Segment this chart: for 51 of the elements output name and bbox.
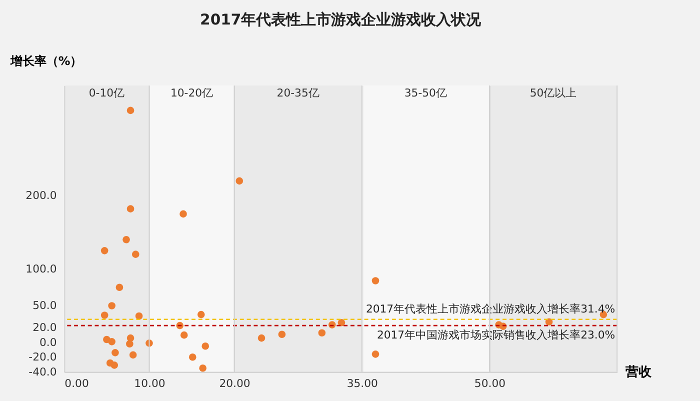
point [236, 177, 244, 185]
point [197, 310, 205, 318]
point [199, 364, 206, 372]
band-label: 10-20亿 [170, 86, 214, 100]
band-label: 20-35亿 [276, 86, 320, 100]
point [180, 210, 187, 218]
y-tick-label: -20.0 [28, 350, 57, 364]
point [126, 340, 134, 348]
ref-line-label: 2017年代表性上市游戏企业游戏收入增长率31.4% [366, 302, 616, 316]
point [126, 106, 134, 114]
point [122, 236, 130, 244]
x-axis-title: 营收 [624, 364, 652, 380]
point [108, 338, 116, 346]
chart-title: 2017年代表性上市游戏企业游戏收入状况 [200, 10, 482, 28]
point [372, 350, 380, 358]
point [126, 205, 134, 212]
y-axis-title: 增长率（%） [9, 54, 82, 68]
point [132, 250, 140, 258]
y-tick-label: 50.0 [32, 299, 57, 312]
y-tick-label: 0.0 [39, 336, 57, 349]
x-tick-label: 35.00 [346, 377, 378, 390]
y-tick-label: -40.0 [28, 365, 57, 378]
point [112, 349, 119, 356]
point [188, 353, 196, 361]
band-label: 50亿以上 [530, 86, 577, 100]
y-tick-label: 20.0 [32, 321, 57, 334]
point [110, 362, 118, 369]
ref-line-label: 2017年中国游戏市场实际销售收入增长率23.0% [376, 328, 616, 342]
point [202, 342, 210, 350]
point [100, 247, 108, 254]
x-tick-label: 20.00 [219, 377, 250, 390]
point [338, 318, 346, 326]
point [135, 312, 143, 320]
point [278, 330, 286, 338]
band-label: 35-50亿 [404, 86, 447, 100]
point [129, 351, 137, 359]
x-tick-label: 0.00 [64, 377, 89, 390]
y-tick-label: 200.0 [26, 189, 57, 202]
x-tick-label: 50.00 [474, 377, 506, 390]
point [180, 331, 188, 339]
x-tick-label: 10.00 [134, 377, 166, 390]
point [116, 284, 124, 292]
point [318, 329, 326, 337]
point [100, 312, 108, 319]
y-tick-label: 100.0 [26, 262, 57, 276]
point [108, 302, 116, 310]
point [372, 277, 380, 284]
point [126, 334, 134, 342]
band-label: 0-10亿 [88, 86, 125, 100]
point [328, 321, 336, 328]
point [258, 334, 266, 342]
